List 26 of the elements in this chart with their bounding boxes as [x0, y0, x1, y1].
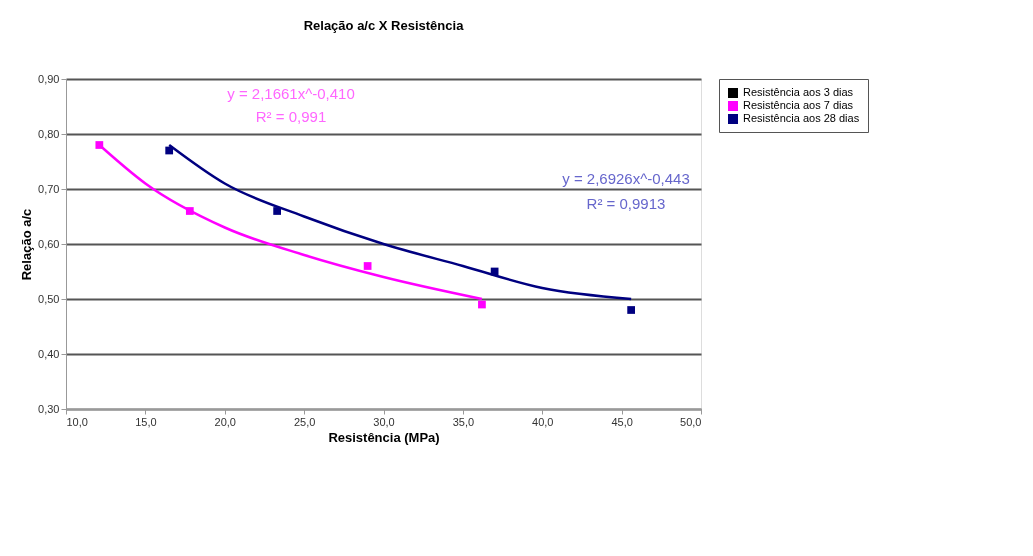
y-axis-title: Relação a/c — [19, 208, 35, 281]
x-tick-label: 25,0 — [293, 415, 316, 428]
x-tick-label: 20,0 — [214, 415, 236, 428]
legend-label: Resistência aos 3 dias — [743, 86, 854, 98]
chart-title: Relação a/c X Resistência — [303, 18, 465, 33]
y-tick-label: 0,90 — [38, 72, 60, 85]
x-tick-label: 30,0 — [373, 415, 395, 428]
y-tick-label: 0,70 — [38, 182, 60, 195]
x-tick-label: 50,0 — [680, 415, 702, 428]
y-tick-label: 0,60 — [38, 237, 60, 250]
y-tick-label: 0,80 — [38, 127, 60, 140]
y-tick-label: 0,50 — [38, 292, 60, 305]
annotation: R² = 0,9913 — [586, 195, 666, 212]
x-tick-label: 10,0 — [66, 415, 88, 428]
y-tick-label: 0,30 — [38, 402, 60, 415]
x-tick-label: 15,0 — [135, 415, 157, 428]
x-tick-label: 45,0 — [611, 415, 633, 428]
x-tick-label: 35,0 — [452, 415, 475, 428]
annotation: R² = 0,991 — [255, 108, 327, 125]
x-axis-title: Resistência (MPa) — [328, 429, 440, 445]
legend-label: Resistência aos 28 dias — [743, 112, 860, 124]
y-tick-label: 0,40 — [38, 347, 60, 360]
annotation: y = 2,6926x^-0,443 — [562, 170, 690, 187]
legend-label: Resistência aos 7 dias — [743, 99, 854, 111]
annotation: y = 2,1661x^-0,410 — [227, 85, 355, 102]
x-tick-label: 40,0 — [532, 415, 554, 428]
